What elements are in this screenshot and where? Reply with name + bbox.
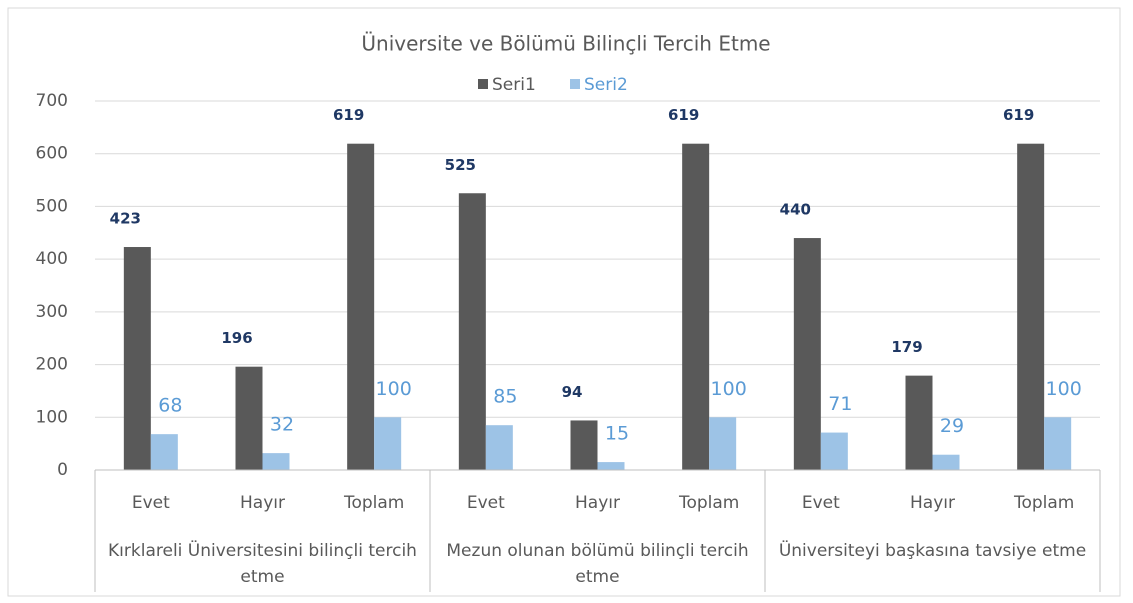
legend-label: Seri1 [492,75,536,95]
value-label: 440 [780,201,811,219]
value-label: 423 [110,210,141,228]
x-tick-label: Toplam [1013,493,1074,513]
bar [709,417,737,470]
group-label: Üniversiteyi başkasına tavsiye etme [778,541,1087,561]
bar [820,432,848,470]
y-tick-label: 500 [36,196,68,216]
bar [905,375,933,470]
group-label: Mezun olunan bölümü bilinçli tercih etme [446,541,749,587]
bar [458,193,486,470]
bar [374,417,402,470]
value-label: 619 [333,106,364,124]
value-label: 100 [711,378,747,400]
chart-title: Üniversite ve Bölümü Bilinçli Tercih Etm… [361,32,770,56]
x-tick-label: Toplam [678,493,739,513]
y-tick-label: 600 [36,144,68,164]
bar [932,454,960,470]
value-label: 29 [940,415,964,437]
value-label: 100 [376,378,412,400]
bar [262,453,290,470]
value-label: 619 [1003,106,1034,124]
bar [235,366,263,470]
bar [485,425,513,470]
bar [597,462,625,470]
x-tick-label: Toplam [343,493,404,513]
bar [793,238,821,470]
x-tick-label: Hayır [910,493,955,513]
y-tick-label: 400 [36,249,68,269]
bar [150,434,178,470]
bar [347,143,375,470]
x-tick-label: Evet [132,493,170,513]
y-tick-label: 100 [36,407,68,427]
y-tick-label: 200 [36,355,68,375]
legend-swatch [478,79,488,89]
value-label: 94 [562,383,583,401]
bar [1017,143,1045,470]
bar [570,420,598,470]
value-label: 15 [605,423,629,445]
x-tick-label: Evet [802,493,840,513]
value-label: 71 [828,393,852,415]
group-label: Kırklareli Üniversitesini bilinçli terci… [108,541,417,587]
value-label: 100 [1046,378,1082,400]
value-label: 619 [668,106,699,124]
legend-label: Seri2 [584,75,628,95]
value-label: 32 [270,414,294,436]
value-label: 179 [891,338,922,356]
y-tick-label: 300 [36,302,68,322]
x-tick-label: Hayır [575,493,620,513]
value-label: 525 [445,156,476,174]
x-tick-label: Evet [467,493,505,513]
chart-border [7,7,1121,597]
legend-swatch [570,79,580,89]
value-label: 68 [158,395,182,417]
y-tick-label: 700 [36,91,68,111]
bar [123,247,151,470]
y-tick-label: 0 [57,460,68,480]
bar [682,143,710,470]
value-label: 85 [493,386,517,408]
value-label: 196 [221,329,252,347]
x-tick-label: Hayır [240,493,285,513]
bar [1044,417,1072,470]
